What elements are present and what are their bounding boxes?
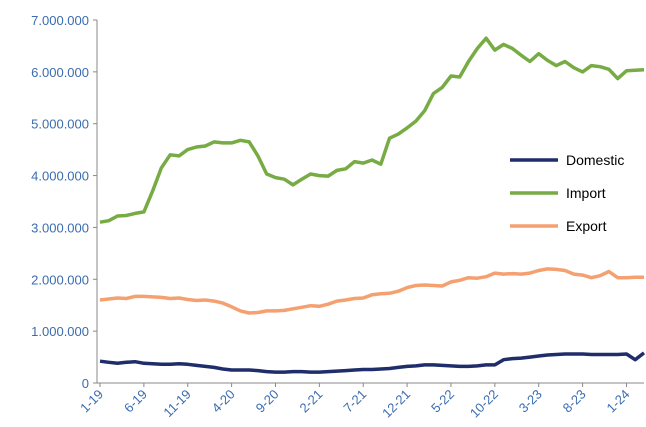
x-tick-label: 9-20 [253,387,282,416]
x-tick-label: 4-20 [209,387,238,416]
x-tick-label: 3-23 [516,387,545,416]
y-tick-label: 5.000.000 [31,117,89,132]
legend-label: Export [566,218,607,234]
x-tick-label: 6-19 [121,387,150,416]
x-tick-label: 2-21 [296,387,325,416]
y-tick-label: 0 [82,376,89,391]
y-tick-label: 3.000.000 [31,220,89,235]
x-tick-label: 11-19 [160,387,193,420]
y-tick-label: 4.000.000 [31,169,89,184]
x-tick-label: 1-24 [604,387,633,416]
series-line [99,267,644,315]
x-tick-label: 7-21 [340,387,369,416]
series-line [99,351,646,374]
series-line [99,36,645,224]
x-tick-label: 10-22 [467,387,501,421]
x-tick-label: 8-23 [560,387,589,416]
legend-label: Import [566,185,606,201]
y-tick-label: 1.000.000 [31,324,89,339]
x-tick-label: 12-21 [379,387,413,421]
y-tick-label: 7.000.000 [31,13,89,28]
legend-label: Domestic [566,152,624,168]
y-tick-label: 2.000.000 [31,272,89,287]
y-tick-label: 6.000.000 [31,65,89,80]
x-tick-label: 5-22 [428,387,457,416]
